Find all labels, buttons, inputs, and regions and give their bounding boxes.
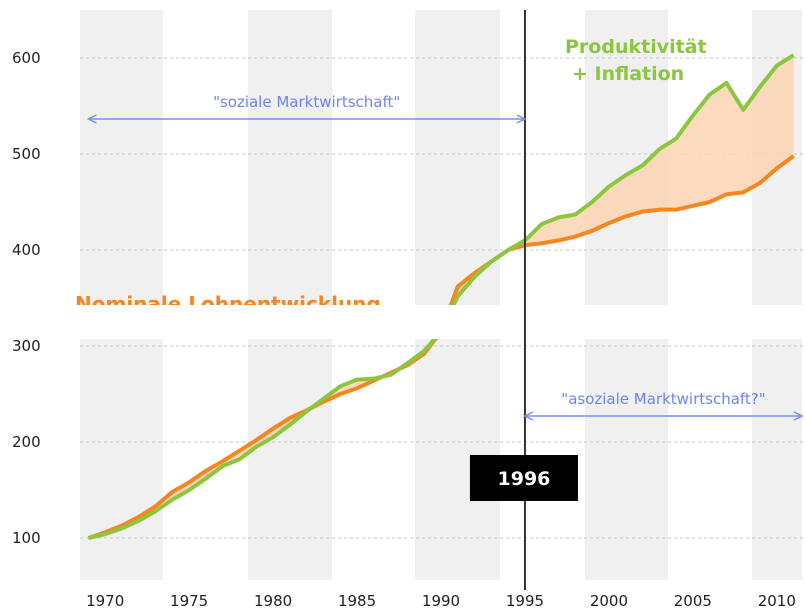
y-tick-label: 400 <box>12 241 41 259</box>
y-tick-label: 600 <box>12 49 41 67</box>
x-tick-label: 1975 <box>170 592 208 610</box>
series-label: Produktivität + Inflation <box>565 36 707 85</box>
y-tick-label: 300 <box>12 337 41 355</box>
x-tick-label: 1985 <box>338 592 376 610</box>
era-label: "asoziale Marktwirtschaft?" <box>561 390 765 408</box>
x-tick-label: 2005 <box>674 592 712 610</box>
arrow-head <box>793 411 804 421</box>
era-label: "soziale Marktwirtschaft" <box>213 93 400 111</box>
x-tick-label: 2000 <box>590 592 628 610</box>
band <box>585 10 668 580</box>
y-tick-label: 100 <box>12 529 41 547</box>
gap-area <box>88 55 794 539</box>
x-tick-label: 2010 <box>758 592 796 610</box>
y-tick-label: 200 <box>12 433 41 451</box>
x-tick-label: 1980 <box>254 592 292 610</box>
gap <box>0 305 805 339</box>
arrow-head <box>86 114 97 124</box>
arrow-head <box>516 114 527 124</box>
y-tick-label: 500 <box>12 145 41 163</box>
x-tick-label: 1995 <box>506 592 544 610</box>
divider-label: 1996 <box>498 468 551 490</box>
divider-box <box>469 455 578 501</box>
band <box>248 10 332 580</box>
arrow-head <box>523 411 534 421</box>
x-tick-label: 1970 <box>86 592 124 610</box>
background-bands <box>80 10 802 580</box>
x-tick-label: 1990 <box>422 592 460 610</box>
band <box>80 10 163 580</box>
